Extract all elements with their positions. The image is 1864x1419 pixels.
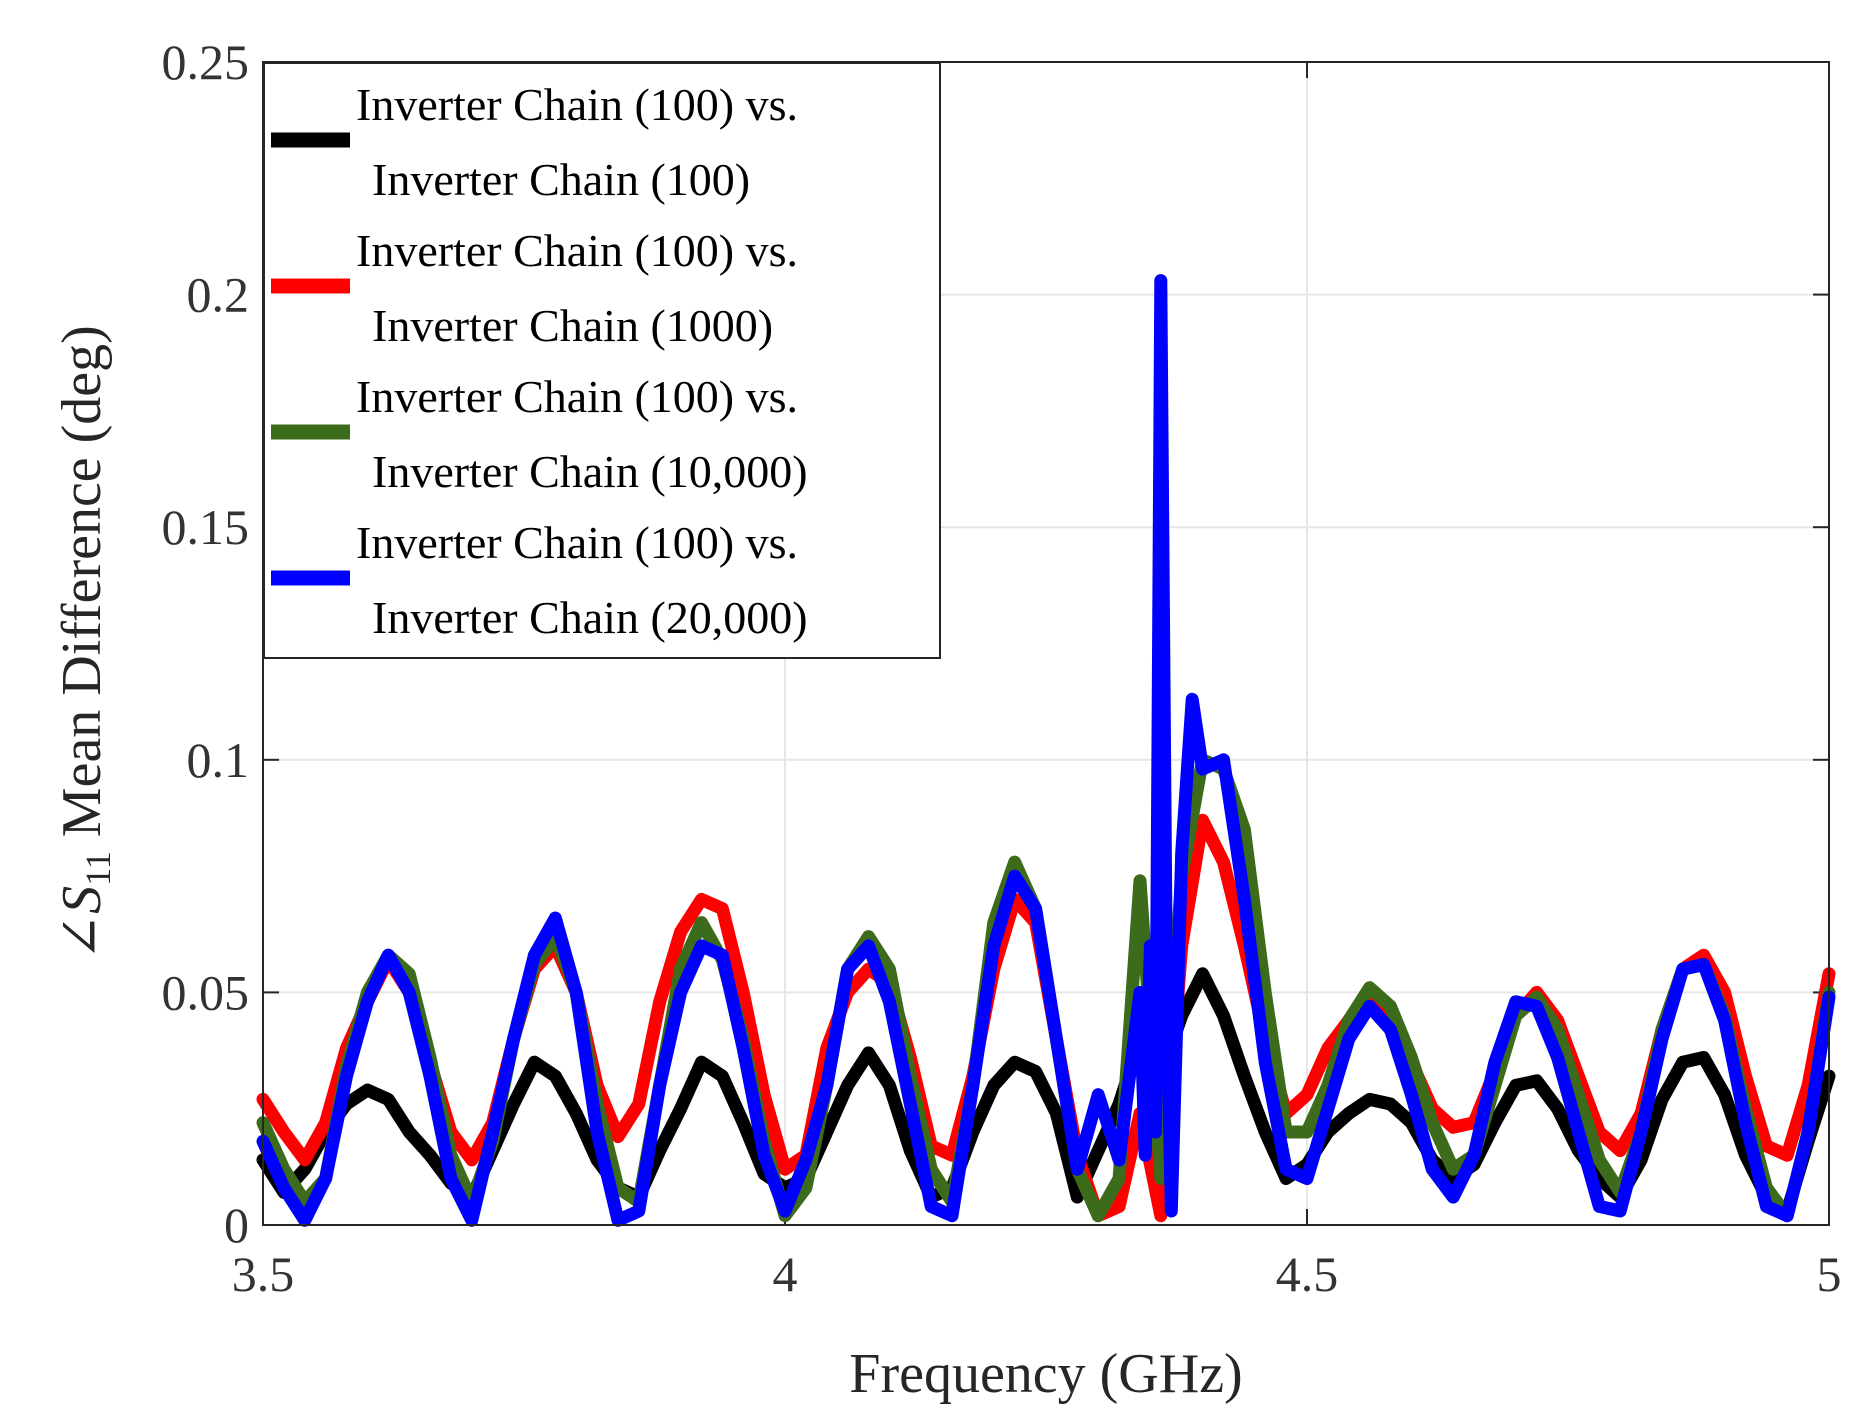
y-tick-labels: 0 0.05 0.1 0.15 0.2 0.25: [162, 34, 250, 1253]
legend-label-line2: Inverter Chain (20,000): [372, 592, 808, 643]
x-tick-label: 5: [1817, 1246, 1842, 1302]
y-tick-label: 0.1: [187, 732, 250, 788]
legend-label-line1: Inverter Chain (100) vs.: [356, 225, 798, 276]
series-lines: [256, 274, 1836, 1227]
y-axis-label-prefix: ∠: [51, 914, 113, 961]
y-axis-label-symbol: S: [51, 886, 113, 914]
x-tick-labels: 3.5 4 4.5 5: [232, 1246, 1842, 1302]
y-tick-label: 0.05: [162, 964, 250, 1020]
y-tick-label: 0.15: [162, 499, 250, 555]
legend-label-line2: Inverter Chain (100): [372, 154, 750, 205]
x-tick-label: 3.5: [232, 1246, 295, 1302]
legend-label-line1: Inverter Chain (100) vs.: [356, 79, 798, 130]
x-tick-label: 4.5: [1276, 1246, 1339, 1302]
y-axis-label-rest: Mean Difference (deg): [51, 325, 113, 851]
legend-label-line1: Inverter Chain (100) vs.: [356, 371, 798, 422]
y-axis-label: ∠S11 Mean Difference (deg): [51, 325, 118, 961]
legend: Inverter Chain (100) vs. Inverter Chain (…: [263, 62, 941, 659]
svg-text:∠S11 Mean Difference (deg): ∠S11 Mean Difference (deg): [51, 325, 118, 961]
y-tick-label: 0.2: [187, 267, 250, 323]
x-tick-label: 4: [773, 1246, 798, 1302]
series-line-1: [256, 967, 1836, 1218]
y-axis-label-subscript: 11: [78, 851, 118, 886]
legend-label-line1: Inverter Chain (100) vs.: [356, 517, 798, 568]
x-axis-label: Frequency (GHz): [849, 1343, 1242, 1405]
legend-label-line2: Inverter Chain (10,000): [372, 446, 808, 497]
legend-box: [263, 62, 941, 659]
y-tick-label: 0.25: [162, 34, 250, 90]
y-tick-label: 0: [224, 1197, 249, 1253]
legend-label-line2: Inverter Chain (1000): [372, 300, 773, 351]
series-line-4: [256, 274, 1836, 1227]
